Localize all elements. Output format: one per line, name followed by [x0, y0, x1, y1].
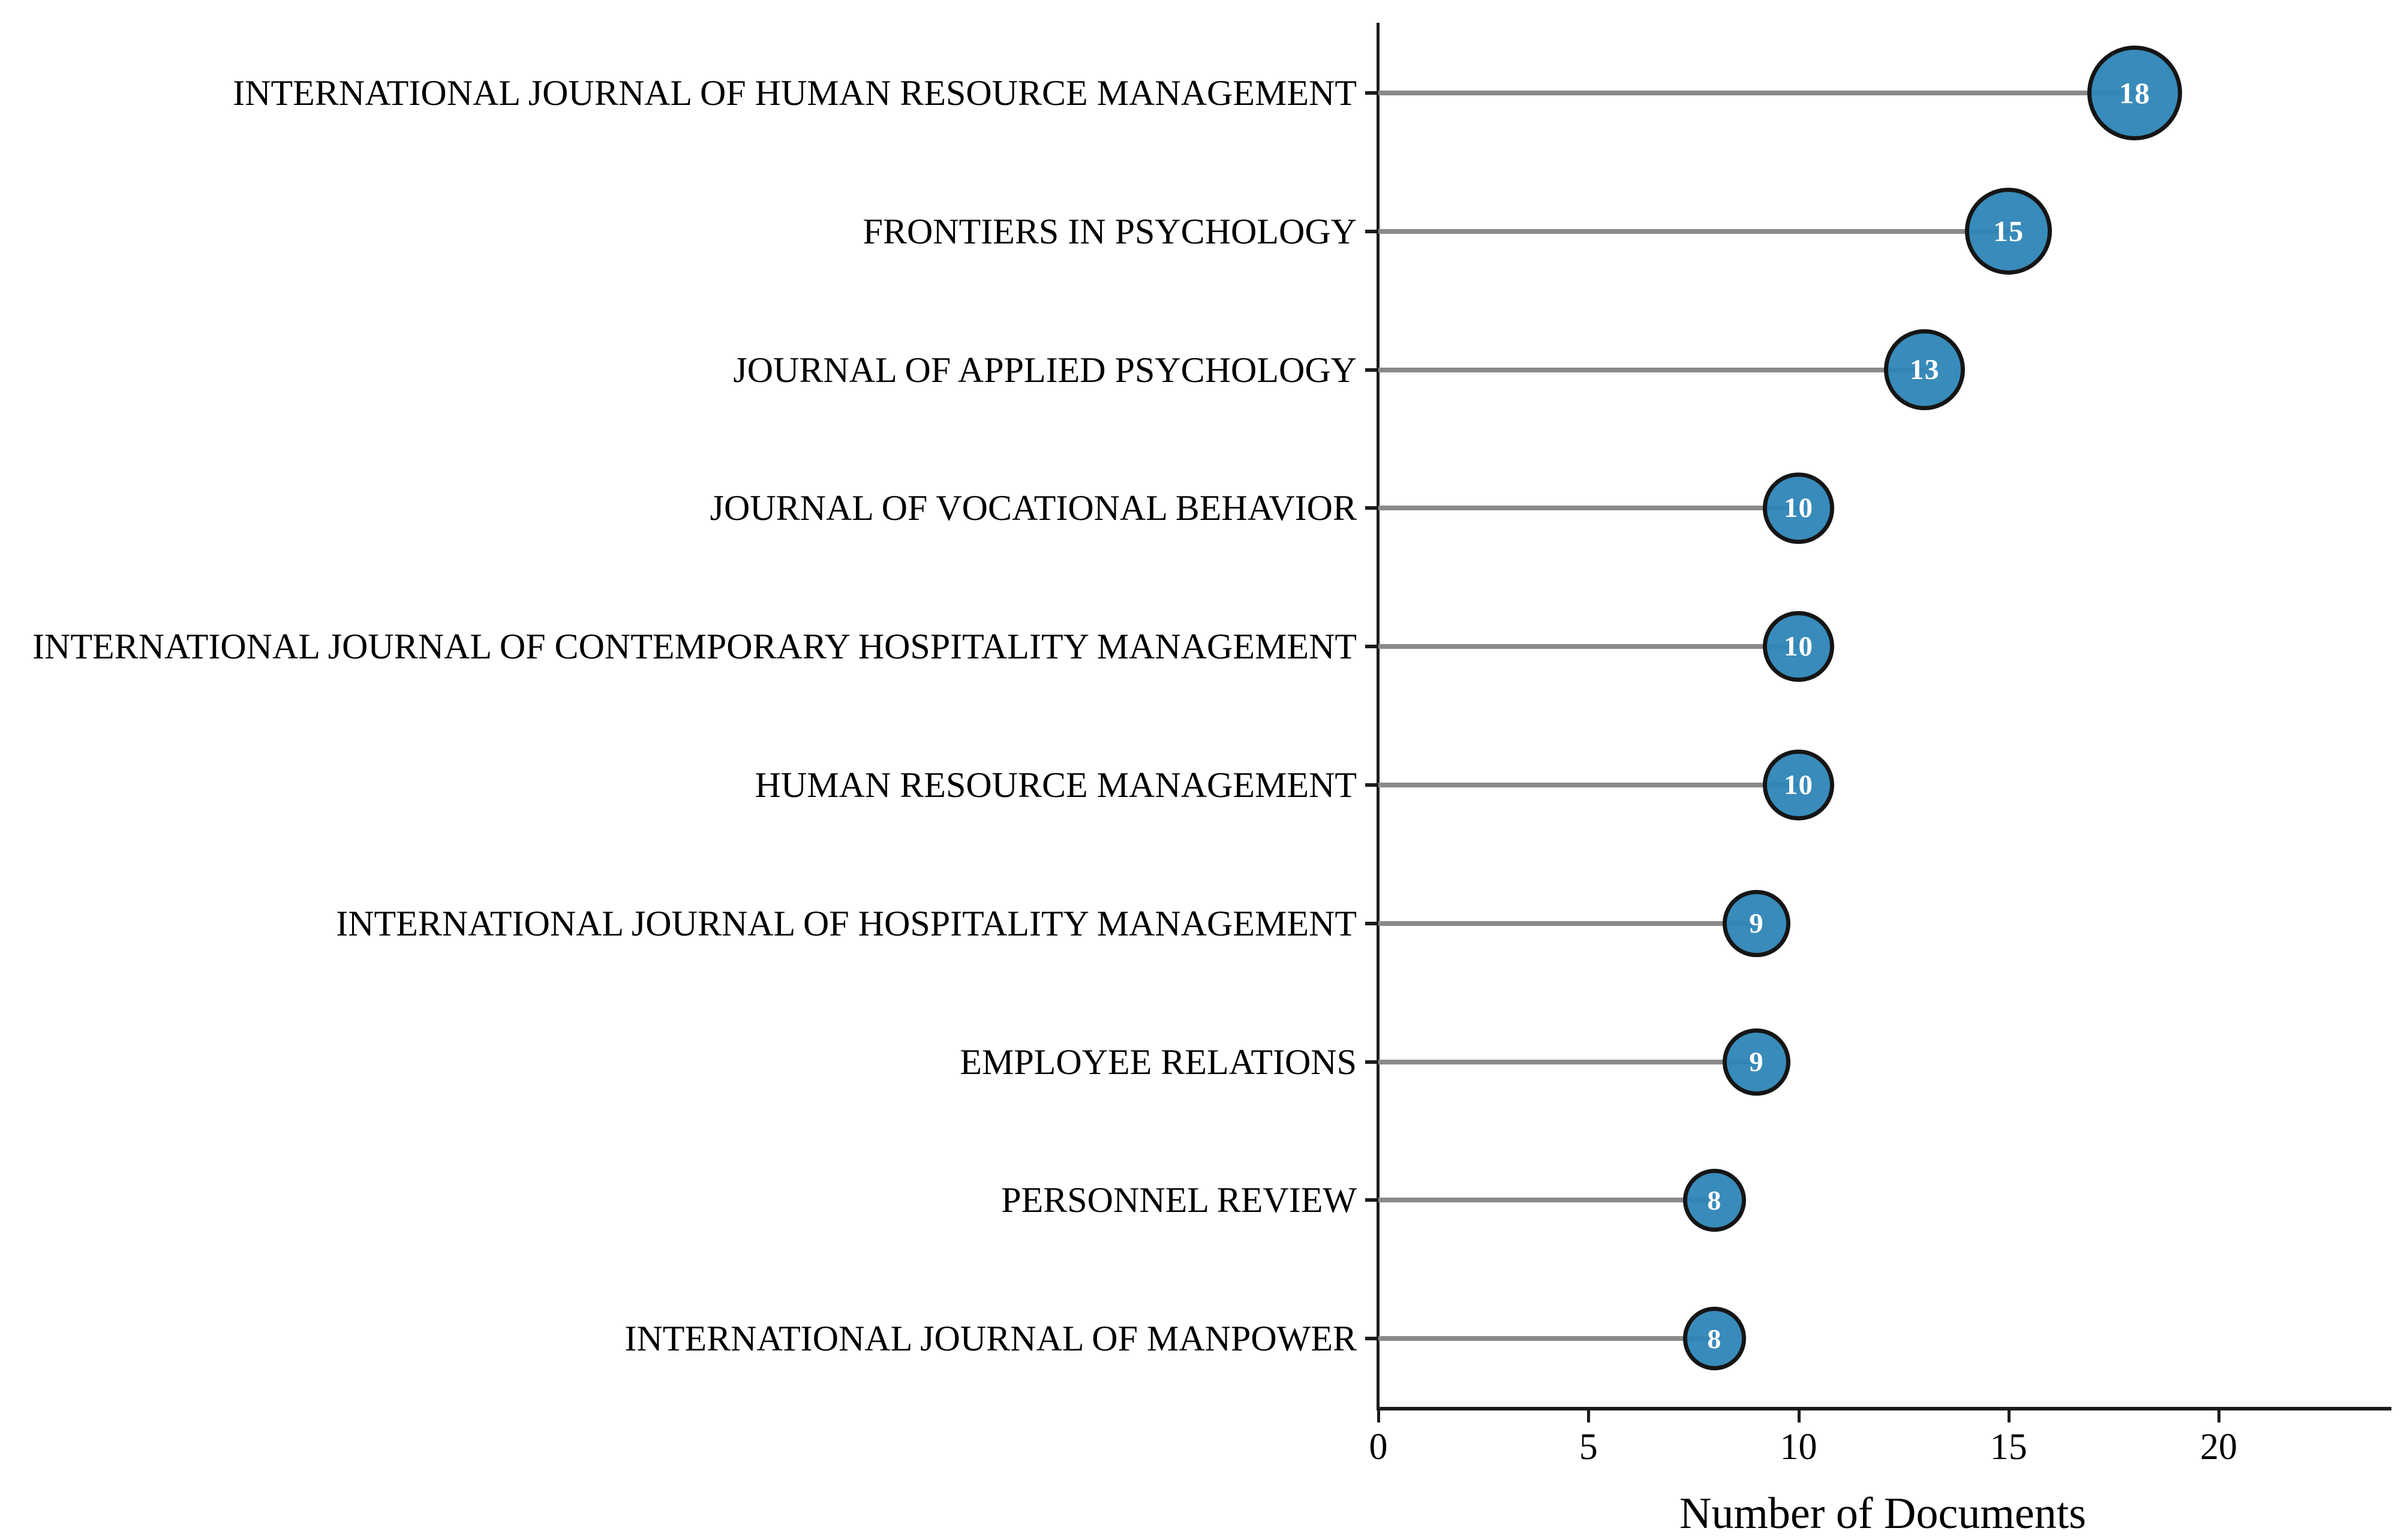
lollipop-stem [1378, 1336, 1715, 1342]
x-tick-label: 0 [1369, 1427, 1388, 1467]
lollipop-stem [1378, 506, 1799, 511]
x-tick-label: 5 [1579, 1427, 1598, 1467]
y-tick-mark [1365, 921, 1378, 925]
x-tick-mark [1797, 1410, 1801, 1422]
y-tick-mark [1365, 368, 1378, 372]
y-tick-mark [1365, 506, 1378, 510]
bubble: 18 [2087, 45, 2183, 141]
y-tick-mark [1365, 1060, 1378, 1064]
y-tick-mark [1365, 229, 1378, 233]
lollipop-stem [1378, 1198, 1715, 1203]
bubble-value: 9 [1749, 1046, 1764, 1078]
lollipop-stem [1378, 783, 1799, 787]
category-label: INTERNATIONAL JOURNAL OF CONTEMPORARY HO… [32, 627, 1357, 667]
bubble: 9 [1723, 889, 1790, 957]
bubble: 8 [1682, 1307, 1747, 1371]
x-axis-title: Number of Documents [1679, 1489, 2087, 1538]
bubble-value: 8 [1707, 1323, 1722, 1354]
category-label: FRONTIERS IN PSYCHOLOGY [863, 211, 1357, 251]
y-tick-mark [1365, 1337, 1378, 1341]
y-tick-mark [1365, 645, 1378, 649]
bubble-value: 9 [1749, 907, 1764, 939]
category-label: INTERNATIONAL JOURNAL OF HOSPITALITY MAN… [336, 903, 1357, 943]
y-tick-mark [1365, 783, 1378, 787]
bubble: 9 [1723, 1028, 1790, 1096]
lollipop-stem [1378, 921, 1757, 926]
bubble-value: 10 [1783, 769, 1813, 801]
lollipop-stem [1378, 1059, 1757, 1064]
category-label: EMPLOYEE RELATIONS [960, 1042, 1357, 1082]
bubble-value: 15 [1993, 215, 2024, 248]
bubble: 8 [1682, 1168, 1747, 1232]
category-label: JOURNAL OF APPLIED PSYCHOLOGY [733, 350, 1357, 390]
category-label: INTERNATIONAL JOURNAL OF HUMAN RESOURCE … [233, 73, 1357, 113]
category-label: PERSONNEL REVIEW [1001, 1180, 1357, 1220]
bubble-value: 8 [1707, 1184, 1722, 1216]
bubble: 10 [1763, 611, 1834, 682]
category-label: JOURNAL OF VOCATIONAL BEHAVIOR [710, 488, 1357, 528]
lollipop-stem [1378, 644, 1799, 649]
lollipop-stem [1378, 228, 2009, 234]
x-tick-mark [2007, 1410, 2011, 1422]
bubble: 10 [1763, 473, 1834, 544]
category-label: HUMAN RESOURCE MANAGEMENT [755, 765, 1357, 805]
y-tick-mark [1365, 1198, 1378, 1202]
y-axis-line [1377, 23, 1380, 1410]
bubble-value: 10 [1783, 492, 1813, 524]
lollipop-stem [1378, 91, 2135, 95]
x-axis-line [1377, 1407, 2391, 1410]
bubble: 15 [1965, 188, 2053, 275]
x-tick-mark [1587, 1410, 1591, 1422]
bubble-value: 10 [1783, 631, 1813, 663]
x-tick-label: 10 [1780, 1427, 1817, 1467]
category-label: INTERNATIONAL JOURNAL OF MANPOWER [624, 1319, 1357, 1359]
bubble: 10 [1763, 749, 1834, 821]
x-tick-label: 15 [1990, 1427, 2027, 1467]
y-tick-mark [1365, 91, 1378, 95]
x-tick-mark [2217, 1410, 2220, 1422]
bubble-value: 13 [1909, 354, 1940, 386]
lollipop-stem [1378, 367, 1925, 372]
bubble-value: 18 [2118, 76, 2150, 110]
bubble: 13 [1884, 329, 1966, 411]
x-tick-label: 20 [2200, 1427, 2237, 1467]
x-tick-mark [1377, 1410, 1380, 1422]
